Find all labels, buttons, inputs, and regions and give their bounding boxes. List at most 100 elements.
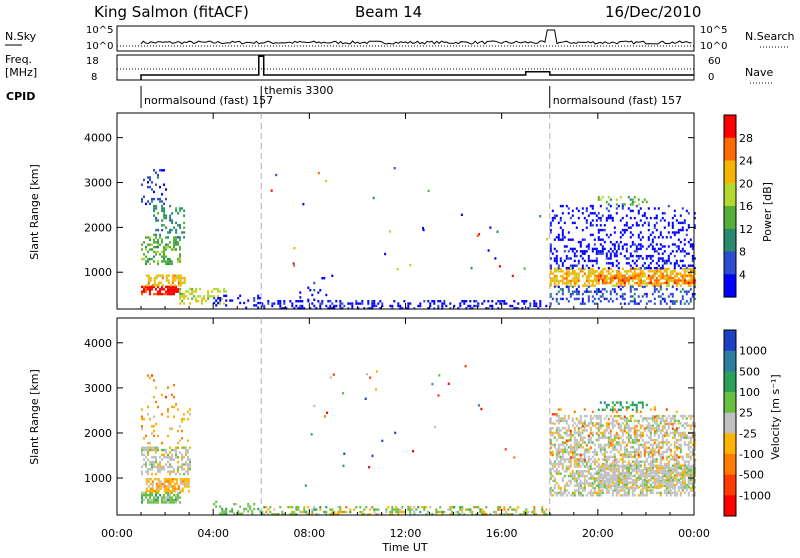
scatter-cell [677, 279, 680, 282]
scatter-cell [677, 238, 680, 241]
scatter-cell [673, 486, 676, 489]
scatter-cell [619, 281, 622, 285]
scatter-cell [623, 464, 626, 467]
scatter-cell [649, 279, 652, 282]
scatter-cell [573, 252, 576, 255]
scatter-cell [639, 464, 642, 467]
scatter-cell [225, 299, 228, 302]
scatter-cell [565, 443, 568, 447]
scatter-cell [653, 415, 656, 418]
scatter-cell [683, 443, 686, 447]
scatter-cell [481, 510, 484, 514]
scatter-cell [673, 443, 676, 447]
scatter-cell [419, 302, 422, 305]
scatter-cell [611, 426, 614, 430]
scatter-cell [559, 226, 562, 229]
scatter-cell [569, 465, 572, 468]
scatter-cell [631, 426, 634, 430]
scatter-cell [549, 228, 552, 232]
scatter-cell [183, 417, 185, 421]
scatter-cell [595, 288, 598, 291]
scatter-cell [643, 449, 646, 452]
scatter-cell [619, 196, 622, 199]
scatter-cell [683, 238, 686, 241]
scatter-cell [641, 401, 644, 404]
beam-title: Beam 14 [355, 3, 422, 21]
scatter-cell [687, 252, 690, 255]
scatter-cell [539, 304, 542, 308]
scatter-cell [163, 214, 166, 217]
scatter-cell [391, 304, 394, 308]
scatter-cell [171, 260, 173, 263]
scatter-cell [617, 424, 620, 427]
scatter-cell [687, 494, 690, 497]
scatter-cell [331, 307, 334, 310]
scatter-cell [155, 228, 158, 232]
scatter-cell [671, 276, 674, 280]
scatter-cell [659, 462, 662, 466]
scatter-cell [635, 274, 638, 277]
scatter-cell [615, 272, 618, 275]
scatter-cell [301, 307, 304, 310]
scatter-cell [141, 496, 143, 499]
scatter-cell [293, 264, 296, 267]
scatter-cell [515, 510, 518, 514]
scatter-cell [153, 490, 156, 493]
scatter-cell [645, 494, 648, 497]
scatter-cell [171, 427, 173, 430]
scatter-cell [659, 422, 662, 425]
scatter-cell [613, 462, 616, 466]
scatter-cell [279, 307, 282, 310]
scatter-cell [583, 250, 586, 253]
scatter-cell [631, 469, 634, 472]
scatter-cell [651, 419, 654, 423]
scatter-cell [639, 483, 642, 487]
scatter-cell [597, 272, 600, 275]
scatter-cell [621, 453, 624, 456]
scatter-cell [293, 510, 296, 514]
scatter-cell [659, 274, 662, 278]
scatter-cell [677, 245, 680, 248]
scatter-cell [637, 295, 640, 298]
scatter-cell [679, 250, 682, 253]
scatter-cell [503, 508, 506, 511]
scatter-cell [669, 236, 672, 239]
scatter-cell [623, 448, 626, 451]
scatter-cell [573, 270, 576, 273]
scatter-cell [277, 513, 280, 516]
scatter-cell [601, 434, 604, 437]
scatter-cell [523, 302, 526, 305]
scatter-cell [165, 491, 167, 494]
scatter-cell [607, 272, 610, 275]
scatter-cell [599, 474, 602, 477]
scatter-cell [565, 441, 568, 444]
scatter-cell [607, 478, 610, 482]
scatter-cell [395, 506, 398, 509]
scatter-cell [553, 274, 556, 278]
scatter-cell [679, 259, 682, 263]
scatter-cell [325, 179, 328, 183]
scatter-cell [407, 506, 410, 509]
scatter-cell [171, 490, 174, 493]
scatter-cell [561, 455, 564, 459]
scatter-cell [669, 481, 672, 484]
scatter-cell [589, 474, 592, 478]
scatter-cell [613, 274, 616, 277]
scatter-cell [185, 460, 187, 464]
scatter-cell [379, 300, 382, 303]
scatter-cell [681, 221, 684, 225]
scatter-cell [307, 298, 310, 301]
scatter-cell [667, 462, 670, 466]
scatter-cell [597, 408, 600, 411]
scatter-cell [637, 272, 640, 275]
scatter-cell [665, 417, 668, 420]
scatter-cell [641, 460, 644, 463]
scatter-cell [671, 300, 674, 303]
scatter-cell [153, 501, 155, 504]
scatter-cell [149, 276, 152, 280]
scatter-cell [587, 455, 590, 459]
scatter-cell [159, 197, 161, 201]
scatter-cell [557, 419, 560, 423]
scatter-cell [587, 254, 590, 258]
scatter-cell [617, 481, 620, 484]
